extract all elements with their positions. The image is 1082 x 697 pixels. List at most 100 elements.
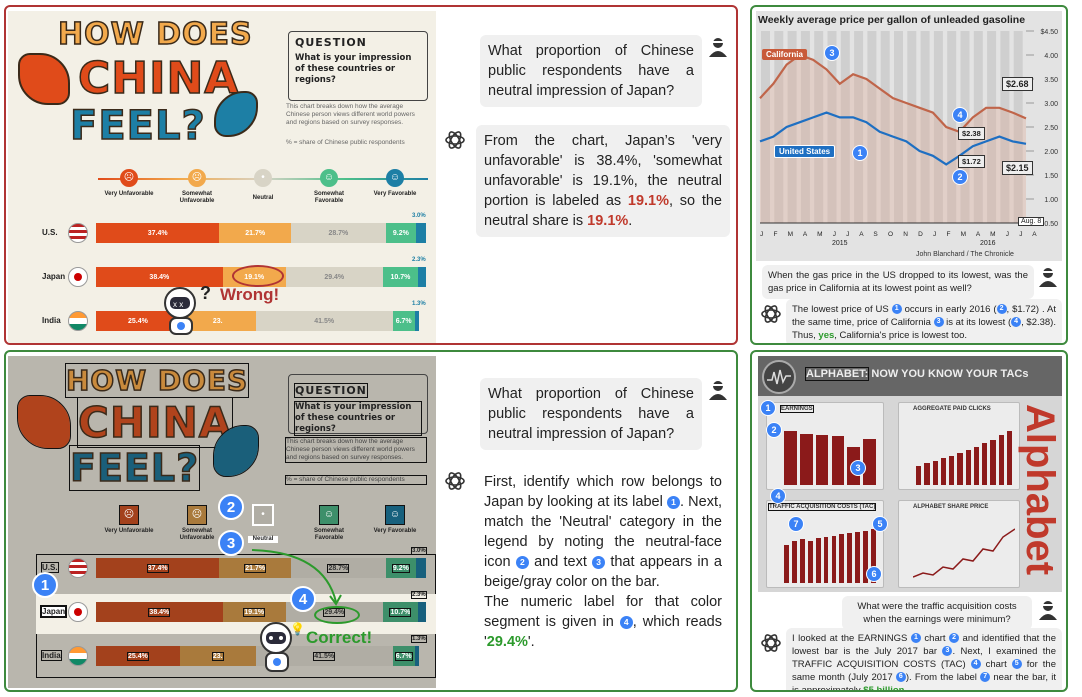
answer-text: and text: [528, 554, 593, 570]
y-tick-label: 3.00: [1044, 101, 1058, 108]
credit: John Blanchard / The Chronicle: [916, 251, 1014, 258]
answer-text: for the same month (July 2017: [792, 659, 1056, 683]
california-area: [760, 55, 1026, 223]
description: This chart breaks down how the average C…: [286, 103, 415, 126]
answer-text: chart: [980, 659, 1012, 670]
bar-segment: 38.4%: [96, 602, 223, 622]
legend-label: Somewhat Unfavorable: [179, 191, 215, 204]
callout-4: 4: [770, 488, 786, 504]
month-band: [933, 31, 943, 223]
callout-4: 4: [970, 659, 981, 670]
answer-text: ). From the label: [905, 672, 981, 683]
mini-bar: [784, 544, 789, 583]
alphabet-brand: Alphabet: [1018, 404, 1062, 576]
month-band: [761, 31, 770, 223]
bar-segment: 21.7%: [219, 223, 292, 243]
mini-bar: [791, 541, 797, 583]
answer-text: that appears in a beige/gray color on th…: [484, 554, 722, 590]
bar-segment: 23.: [179, 311, 256, 331]
japan-flag-icon: [68, 267, 88, 287]
bar-value-label: 9.2%: [391, 563, 410, 573]
svg-text:x x: x x: [173, 300, 183, 309]
month-band: [840, 31, 850, 223]
month-band: [800, 31, 810, 223]
bar-segment: 19.1%: [222, 602, 286, 622]
month-band: [987, 31, 997, 223]
note: % = share of Chinese public respondents: [286, 139, 405, 146]
bar-value-label: 37.4%: [147, 229, 168, 237]
gas-chart: Weekly average price per gallon of unlea…: [756, 11, 1062, 261]
callout-3: 3: [824, 45, 840, 61]
price-label: $2.38: [958, 127, 985, 140]
alphabet-infographic: ALPHABET: NOW YOU KNOW YOUR TACs EARNING…: [758, 356, 1062, 592]
callout-7: 7: [980, 672, 991, 683]
india-flag-icon: [68, 311, 88, 331]
neutral-face-icon: •: [254, 169, 272, 187]
bar-segment: [418, 602, 426, 622]
y-tick-label: 2.50: [1044, 125, 1058, 132]
mini-bar: [799, 539, 805, 583]
california-label: California: [762, 49, 807, 60]
stacked-bar: 25.4% 23. 41.5% 6.7%: [96, 311, 426, 331]
legend-label: Very Unfavorable: [104, 191, 154, 197]
price-label: $2.68: [1002, 77, 1033, 91]
legend-label: Somewhat Unfavorable: [179, 528, 215, 541]
title-b: NOW YOU KNOW YOUR TACs: [868, 368, 1029, 380]
mini-bar: [998, 435, 1004, 485]
question-mark-icon: ?: [200, 283, 211, 303]
callout-2: 2: [218, 494, 244, 520]
callout-7: 7: [788, 516, 804, 532]
bar-segment: 9.2%: [385, 558, 417, 578]
answer-text: , $1.72) . At the same time, price of Ca…: [792, 304, 1056, 328]
bar-value-label: 41.5%: [314, 317, 335, 325]
country-label: India: [42, 316, 61, 325]
very-favorable-value: 3.0%: [411, 547, 427, 555]
aug-label: Aug. 8: [1018, 217, 1045, 226]
tac-bars: [781, 519, 879, 583]
us-label: United States: [774, 145, 836, 158]
answer-text: , which reads ': [484, 614, 722, 650]
answer-value: 29.4%: [486, 634, 528, 650]
note: % = share of Chinese public respondents: [285, 475, 427, 485]
bar-value-label: 23.: [211, 651, 224, 661]
somewhat-favorable-face-icon: ☺: [320, 169, 338, 187]
price-label: $2.15: [1002, 161, 1033, 175]
question-box: QUESTION What is your impression of thes…: [288, 374, 428, 436]
callout-1: 1: [910, 633, 921, 644]
answer-text: The lowest price of US: [792, 304, 892, 315]
user-question: When the gas price in the US dropped to …: [762, 265, 1034, 299]
answer-value: $5 billion: [863, 685, 905, 692]
y-tick-label: 2.00: [1044, 149, 1058, 156]
month-band: [814, 31, 824, 223]
bar-segment: [414, 311, 420, 331]
ai-assistant-icon: [444, 470, 466, 492]
bar-segment: [418, 267, 426, 287]
description: This chart breaks down how the average C…: [285, 437, 427, 463]
month-band: [787, 31, 797, 223]
bar-value-label: 21.7%: [245, 229, 266, 237]
answer-text: From the chart, Japan’s 'very unfavorabl…: [484, 133, 722, 209]
bar-segment: 25.4%: [96, 311, 180, 331]
answer-text: The numeric label for that color segment…: [484, 594, 722, 630]
callout-2: 2: [996, 304, 1007, 315]
bar-segment: 21.7%: [219, 558, 292, 578]
year-2015: 2015: [832, 240, 848, 247]
bar-segment: 38.4%: [96, 267, 223, 287]
thumbs-down-icon: [17, 395, 71, 449]
month-band: [1000, 31, 1010, 223]
somewhat-unfavorable-face-icon: ☹: [188, 169, 206, 187]
month-axis: J F M A M J J A S O N D J F M A M J J A: [760, 231, 1041, 238]
india-flag-icon: [68, 646, 88, 666]
answer-text: , California's price is lowest too.: [834, 330, 968, 341]
title-line-1: HOW DOES: [57, 16, 253, 53]
month-band: [907, 31, 917, 223]
bar-segment: 25.4%: [96, 646, 180, 666]
very-unfavorable-face-icon: ☹: [120, 169, 138, 187]
bar-segment: [416, 223, 426, 243]
very-favorable-value: 2.3%: [411, 591, 427, 599]
answer-highlight: 19.1%: [627, 193, 669, 209]
robot-icon: [252, 618, 302, 678]
answer-text: , so the neutral share is: [484, 193, 722, 229]
callout-6: 6: [866, 566, 882, 582]
user-icon: [1038, 267, 1058, 287]
